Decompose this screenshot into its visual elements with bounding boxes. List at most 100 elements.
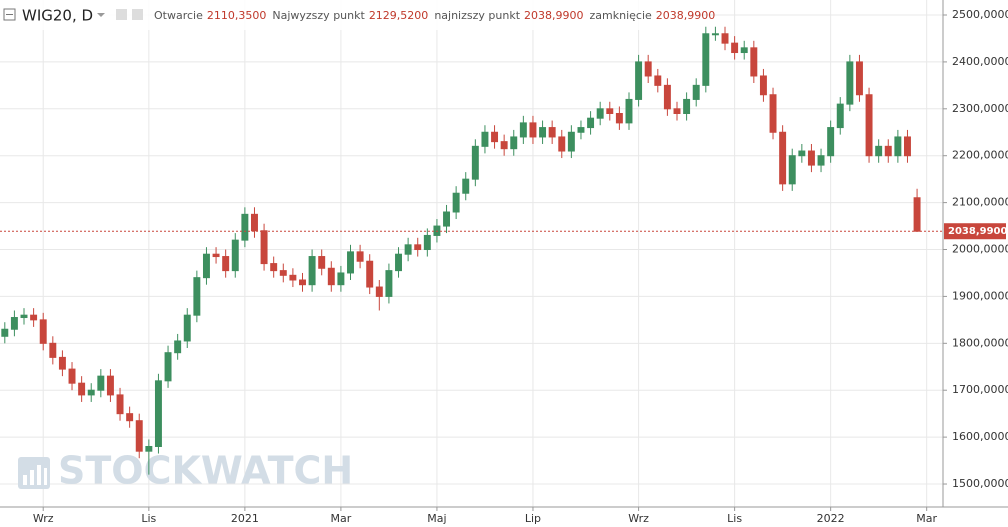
candle-body (510, 136, 518, 150)
collapse-button[interactable] (3, 8, 16, 21)
candle-body (865, 94, 873, 157)
candle-body (135, 420, 143, 452)
x-tick-label: 2021 (231, 512, 259, 525)
candle-body (779, 131, 787, 185)
candle-body (683, 98, 691, 115)
candle-body (481, 131, 489, 147)
candle-body (202, 253, 210, 279)
y-tick-label: 1900,0000 (952, 289, 1008, 302)
watermark-icon (18, 457, 50, 489)
candle-body (788, 155, 796, 185)
y-tick-label: 2400,0000 (952, 55, 1008, 68)
candle-body (58, 356, 66, 370)
candle-body (10, 317, 18, 330)
candle-body (635, 61, 643, 100)
candle-body (443, 211, 451, 227)
candle-body (116, 394, 124, 415)
candle-body (404, 244, 412, 255)
candle-body (654, 75, 662, 86)
candle-body (385, 270, 393, 297)
candle-body (250, 213, 258, 232)
dropdown[interactable] (97, 13, 105, 17)
candle-body (807, 150, 815, 166)
y-tick-label: 1500,0000 (952, 477, 1008, 490)
settings-icon[interactable] (132, 9, 143, 20)
candle-body (894, 136, 902, 157)
candle-body (20, 314, 28, 319)
candle-body (318, 256, 326, 269)
candle-body (289, 274, 297, 281)
x-tick-label: Lis (141, 512, 156, 525)
candle-body (375, 286, 383, 297)
x-tick-label: Wrz (628, 512, 649, 525)
candle-body (596, 108, 604, 119)
y-tick-label: 2500,0000 (952, 8, 1008, 21)
candle-body (164, 352, 172, 382)
candle-body (183, 314, 191, 342)
y-tick-label: 2000,0000 (952, 243, 1008, 256)
candle-body (539, 127, 547, 138)
header-values: Otwarcie 2110,3500 Najwyzszy punkt 2129,520… (154, 9, 715, 22)
candle-body (452, 192, 460, 213)
candle-body (327, 267, 335, 286)
candle-body (750, 47, 758, 77)
header-value: 2129,5200 (369, 9, 429, 22)
candle-body (731, 42, 739, 54)
candle-body (519, 122, 527, 138)
header-label: zamknięcie (590, 9, 652, 22)
candle-body (366, 260, 374, 288)
candle-body (30, 314, 38, 321)
candle-body (395, 253, 402, 272)
candle-body (711, 33, 719, 36)
candle-body (827, 127, 835, 157)
candle-body (644, 61, 652, 77)
candle-body (423, 234, 431, 251)
candle-body (587, 117, 595, 129)
candle-body (702, 33, 710, 86)
candle-body (798, 150, 806, 157)
candle-body (87, 389, 95, 396)
candle-body (299, 279, 306, 286)
candle-body (222, 256, 230, 272)
candle-body (39, 319, 47, 344)
y-tick-label: 1600,0000 (952, 430, 1008, 443)
y-tick-label: 2300,0000 (952, 102, 1008, 115)
x-tick-label: Lis (727, 512, 742, 525)
watermark: STOCKWATCH (58, 449, 353, 493)
candle-body (740, 47, 748, 54)
header-label: najnizszy punkt (434, 9, 520, 22)
header-value: 2038,9900 (524, 9, 584, 22)
candle-body (68, 368, 76, 384)
y-tick-label: 2200,0000 (952, 149, 1008, 162)
candle-body (836, 103, 844, 129)
y-tick-label: 1700,0000 (952, 383, 1008, 396)
candle-body (491, 131, 499, 143)
candle-body (913, 197, 921, 232)
candle-body (260, 230, 268, 265)
candle-body (884, 145, 892, 157)
candle-body (145, 445, 153, 452)
candle-body (769, 94, 777, 133)
settings-icon[interactable] (116, 9, 127, 20)
x-tick-label: 2022 (817, 512, 845, 525)
candle-body (106, 375, 114, 396)
candle-body (231, 239, 239, 272)
candle-body (1, 328, 9, 337)
x-tick-label: Lip (525, 512, 541, 525)
header-label: Otwarcie (154, 9, 203, 22)
candle-body (212, 253, 220, 258)
header-label: Najwyzszy punkt (272, 9, 365, 22)
candle-body (529, 122, 537, 138)
candle-body (471, 145, 479, 180)
x-tick-label: Wrz (33, 512, 54, 525)
candle-body (817, 155, 825, 166)
y-tick-label: 1800,0000 (952, 336, 1008, 349)
symbol-title: WIG20, D (22, 7, 93, 25)
candle-body (347, 251, 354, 274)
candle-body (174, 340, 182, 354)
candle-body (875, 145, 883, 157)
candle-body (193, 277, 201, 316)
candle-body (558, 136, 566, 152)
candle-body (308, 256, 316, 286)
candle-body (846, 61, 854, 105)
